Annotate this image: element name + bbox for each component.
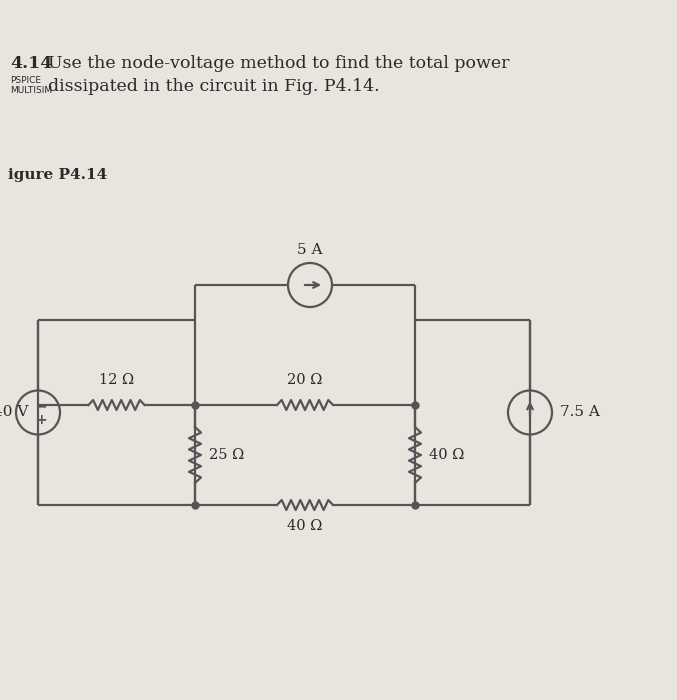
Text: 5 A: 5 A [297,243,323,257]
Text: 7.5 A: 7.5 A [560,405,600,419]
Text: 25 Ω: 25 Ω [209,448,244,462]
Text: igure P4.14: igure P4.14 [8,168,107,182]
Text: 40 V: 40 V [0,405,28,419]
Text: PSPICE: PSPICE [10,76,41,85]
Text: 40 Ω: 40 Ω [287,519,323,533]
Text: 4.14: 4.14 [10,55,52,72]
Text: 20 Ω: 20 Ω [287,373,323,387]
Text: 12 Ω: 12 Ω [99,373,134,387]
Text: +: + [35,414,47,428]
Text: Use the node-voltage method to find the total power: Use the node-voltage method to find the … [48,55,510,72]
Text: dissipated in the circuit in Fig. P4.14.: dissipated in the circuit in Fig. P4.14. [48,78,380,95]
Text: MULTISIM: MULTISIM [10,86,52,95]
Text: 40 Ω: 40 Ω [429,448,464,462]
Text: −: − [35,400,47,414]
